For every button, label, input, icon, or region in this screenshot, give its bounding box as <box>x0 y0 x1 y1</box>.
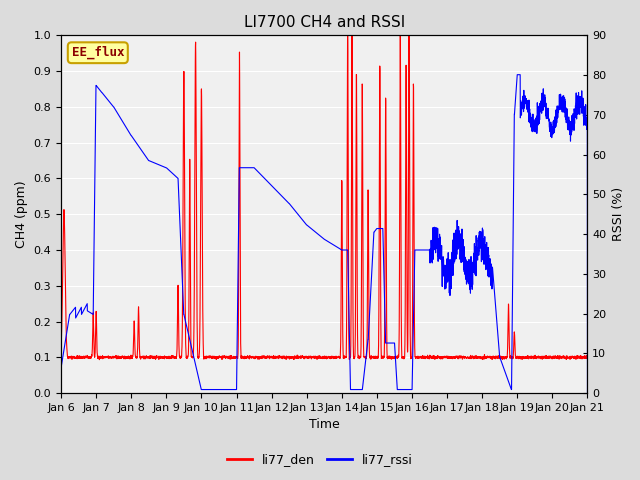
Y-axis label: RSSI (%): RSSI (%) <box>612 187 625 241</box>
li77_rssi <box>584 390 591 396</box>
li77_rssi <box>534 117 541 123</box>
Line: li77_rssi: li77_rssi <box>61 75 588 393</box>
li77_rssi <box>513 72 521 78</box>
li77_den <box>376 84 383 90</box>
X-axis label: Time: Time <box>309 419 340 432</box>
li77_rssi <box>583 120 591 126</box>
li77_den <box>170 354 178 360</box>
li77_den <box>344 33 351 38</box>
li77_rssi <box>57 365 65 371</box>
li77_den <box>57 346 65 352</box>
Title: LI7700 CH4 and RSSI: LI7700 CH4 and RSSI <box>244 15 405 30</box>
li77_den <box>95 357 103 362</box>
Text: EE_flux: EE_flux <box>72 46 124 60</box>
li77_rssi <box>204 387 212 393</box>
li77_rssi <box>385 340 392 346</box>
li77_den <box>385 354 393 360</box>
li77_den <box>534 353 541 359</box>
li77_den <box>204 354 212 360</box>
Legend: li77_den, li77_rssi: li77_den, li77_rssi <box>222 448 418 471</box>
Line: li77_den: li77_den <box>61 36 588 360</box>
li77_den <box>584 354 591 360</box>
li77_den <box>584 355 591 360</box>
Y-axis label: CH4 (ppm): CH4 (ppm) <box>15 180 28 248</box>
li77_rssi <box>376 226 383 231</box>
li77_rssi <box>170 172 178 178</box>
